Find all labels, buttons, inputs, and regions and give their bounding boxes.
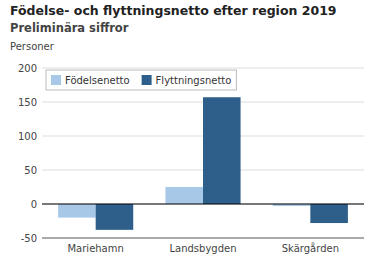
y-tick-label: -50 bbox=[21, 233, 37, 244]
x-tick-label: Skärgården bbox=[282, 242, 339, 254]
legend: Födelsenetto Flyttningsnetto bbox=[46, 70, 236, 90]
chart-container: Födelse- och flyttningsnetto efter regio… bbox=[0, 0, 373, 266]
title: Födelse- och flyttningsnetto efter regio… bbox=[10, 3, 337, 18]
y-tick-label: 100 bbox=[18, 131, 37, 142]
legend-label: Flyttningsnetto bbox=[156, 75, 232, 86]
bar bbox=[96, 204, 134, 230]
y-tick-label: 50 bbox=[24, 165, 37, 176]
y-axis-label: Personer bbox=[10, 41, 55, 52]
x-tick-label: Landsbygden bbox=[169, 243, 236, 254]
legend-swatch bbox=[142, 75, 152, 85]
zero-line bbox=[42, 204, 364, 205]
y-tick-label: 200 bbox=[18, 63, 37, 74]
bar bbox=[310, 204, 348, 223]
bar bbox=[203, 97, 241, 204]
legend-label: Födelsenetto bbox=[65, 75, 130, 86]
bars bbox=[58, 97, 348, 230]
bar bbox=[165, 187, 203, 204]
grid-line bbox=[42, 238, 364, 239]
y-tick-label: 150 bbox=[18, 97, 37, 108]
legend-box bbox=[46, 70, 236, 90]
y-tick-label: 0 bbox=[31, 199, 37, 210]
grid-line bbox=[42, 68, 364, 69]
x-axis-line bbox=[42, 238, 364, 239]
subtitle: Preliminära siffror bbox=[10, 21, 129, 35]
grid-line bbox=[42, 204, 364, 205]
chart-svg: Födelse- och flyttningsnetto efter regio… bbox=[0, 0, 373, 266]
grid bbox=[42, 68, 364, 238]
x-tick-label: Mariehamn bbox=[67, 243, 123, 254]
bar bbox=[58, 204, 96, 218]
legend-swatch bbox=[51, 75, 61, 85]
